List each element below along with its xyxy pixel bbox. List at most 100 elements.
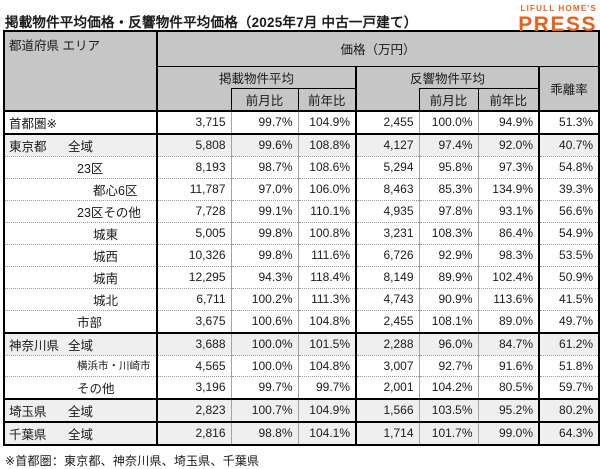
table-row: 神奈川県 全域 3,688 100.0% 101.5% 2,288 96.0% 8…	[4, 331, 600, 355]
listed-yoy-cell: 101.5%	[298, 331, 357, 355]
logo-press-text: PRESS	[518, 13, 597, 36]
listed-mom-cell: 100.7%	[231, 397, 299, 422]
area-label: 横浜市・川崎市	[77, 360, 151, 373]
listed-mom-cell: 97.0%	[231, 177, 299, 200]
inquiry-mom-cell: 97.4%	[419, 132, 479, 156]
area-cell: 23区	[4, 155, 158, 178]
listed-mom-cell: 100.0%	[231, 354, 299, 377]
area-label: 城西	[93, 249, 119, 264]
header-area-cell: 都道府県 エリア	[4, 31, 158, 111]
header-listed-yoy-cell: 前年比	[297, 87, 357, 111]
divergence-cell: 53.5%	[539, 243, 600, 266]
area-cell: 横浜市・川崎市	[4, 354, 158, 377]
listed-yoy-cell: 108.6%	[298, 155, 357, 178]
area-cell: 城南	[4, 265, 158, 288]
inquiry-mom-cell: 92.7%	[419, 354, 479, 377]
inquiry-yoy-cell: 89.0%	[478, 309, 540, 333]
area-label: 都心6区	[93, 183, 138, 198]
listed-mom-cell: 99.1%	[231, 199, 299, 222]
listed-avg-cell: 3,675	[157, 309, 232, 333]
table-row: 千葉県 全域 2,816 98.8% 104.1% 1,714 101.7% 99…	[4, 420, 600, 445]
table-row: 城西 10,326 99.8% 111.6% 6,726 92.9% 98.3%…	[4, 243, 600, 266]
area-sublabel: 全域	[68, 139, 94, 154]
area-cell: 城西	[4, 243, 158, 266]
inquiry-avg-cell: 6,726	[356, 243, 420, 266]
area-label: 城南	[93, 271, 119, 286]
inquiry-yoy-cell: 95.2%	[478, 397, 540, 422]
header-divergence-cell: 乖離率	[539, 66, 600, 111]
area-cell: 23区その他	[4, 199, 158, 222]
divergence-cell: 51.8%	[539, 354, 600, 377]
listed-avg-cell: 11,787	[157, 177, 232, 200]
table-row: 城南 12,295 94.3% 118.4% 8,149 89.9% 102.4…	[4, 265, 600, 288]
area-label: 埼玉県	[9, 404, 47, 419]
inquiry-avg-cell: 8,463	[356, 177, 420, 200]
area-label: 城東	[93, 227, 119, 242]
table-row: 市部 3,675 100.6% 104.8% 2,455 108.1% 89.0…	[4, 309, 600, 333]
listed-yoy-cell: 118.4%	[298, 265, 357, 288]
area-cell: 千葉県 全域	[4, 420, 158, 445]
table-header: 都道府県 エリア 価格（万円） 掲載物件平均 反響物件平均 乖離率 前月比 前年…	[4, 31, 600, 111]
inquiry-yoy-cell: 86.4%	[478, 221, 540, 244]
listed-mom-cell: 94.3%	[231, 265, 299, 288]
divergence-cell: 54.9%	[539, 221, 600, 244]
logo-lifull-homes-text: LIFULL HOME'S	[520, 4, 597, 13]
listed-yoy-cell: 104.8%	[298, 354, 357, 377]
area-cell: 東京都 全域	[4, 132, 158, 156]
inquiry-avg-cell: 4,127	[356, 132, 420, 156]
table-row: 東京都 全域 5,808 99.6% 108.8% 4,127 97.4% 92.…	[4, 132, 600, 156]
inquiry-mom-cell: 96.0%	[419, 331, 479, 355]
inquiry-yoy-cell: 97.3%	[478, 155, 540, 178]
inquiry-yoy-cell: 91.6%	[478, 354, 540, 377]
header-inquiry-yoy-cell: 前年比	[477, 87, 540, 111]
inquiry-mom-cell: 85.3%	[419, 177, 479, 200]
inquiry-mom-cell: 95.8%	[419, 155, 479, 178]
listed-avg-cell: 3,688	[157, 331, 232, 355]
listed-mom-cell: 99.8%	[231, 221, 299, 244]
divergence-cell: 39.3%	[539, 177, 600, 200]
table-body: 首都圏※ 3,715 99.7% 104.9% 2,455 100.0% 94.…	[4, 109, 600, 445]
inquiry-mom-cell: 100.0%	[419, 109, 479, 134]
inquiry-avg-cell: 4,935	[356, 199, 420, 222]
area-label: 23区	[77, 161, 104, 176]
listed-mom-cell: 100.2%	[231, 287, 299, 310]
area-sublabel: 全域	[68, 338, 94, 353]
listed-mom-cell: 99.7%	[231, 375, 299, 399]
inquiry-mom-cell: 90.9%	[419, 287, 479, 310]
inquiry-avg-cell: 1,714	[356, 420, 420, 445]
divergence-cell: 64.3%	[539, 420, 600, 445]
inquiry-mom-cell: 92.9%	[419, 243, 479, 266]
listed-avg-cell: 12,295	[157, 265, 232, 288]
area-label: 市部	[77, 315, 103, 330]
listed-avg-cell: 2,823	[157, 397, 232, 422]
listed-yoy-cell: 110.1%	[298, 199, 357, 222]
header-listed-mom-cell: 前月比	[230, 87, 299, 111]
inquiry-mom-cell: 89.9%	[419, 265, 479, 288]
divergence-cell: 61.2%	[539, 331, 600, 355]
listed-yoy-cell: 104.8%	[298, 309, 357, 333]
area-label: 神奈川県	[9, 338, 60, 353]
header-price-unit-cell: 価格（万円）	[157, 31, 600, 67]
listed-avg-cell: 7,728	[157, 199, 232, 222]
table-row: 城東 5,005 99.8% 100.8% 3,231 108.3% 86.4%…	[4, 221, 600, 244]
header-spacer-inquiry	[356, 88, 419, 111]
divergence-cell: 49.7%	[539, 309, 600, 333]
inquiry-avg-cell: 8,149	[356, 265, 420, 288]
inquiry-yoy-cell: 98.3%	[478, 243, 540, 266]
listed-yoy-cell: 100.8%	[298, 221, 357, 244]
listed-mom-cell: 99.6%	[231, 132, 299, 156]
inquiry-avg-cell: 2,001	[356, 375, 420, 399]
header-bar: 掲載物件平均価格・反響物件平均価格（2025年7月 中古一戸建て） LIFULL…	[0, 0, 600, 36]
inquiry-yoy-cell: 93.1%	[478, 199, 540, 222]
listed-avg-cell: 6,711	[157, 287, 232, 310]
listed-yoy-cell: 111.3%	[298, 287, 357, 310]
listed-yoy-cell: 104.9%	[298, 397, 357, 422]
table-row: 23区その他 7,728 99.1% 110.1% 4,935 97.8% 93…	[4, 199, 600, 222]
inquiry-mom-cell: 108.3%	[419, 221, 479, 244]
area-sublabel: 全域	[68, 427, 94, 442]
divergence-cell: 80.2%	[539, 397, 600, 422]
listed-mom-cell: 100.0%	[231, 331, 299, 355]
listed-avg-cell: 10,326	[157, 243, 232, 266]
inquiry-avg-cell: 3,231	[356, 221, 420, 244]
inquiry-yoy-cell: 80.5%	[478, 375, 540, 399]
